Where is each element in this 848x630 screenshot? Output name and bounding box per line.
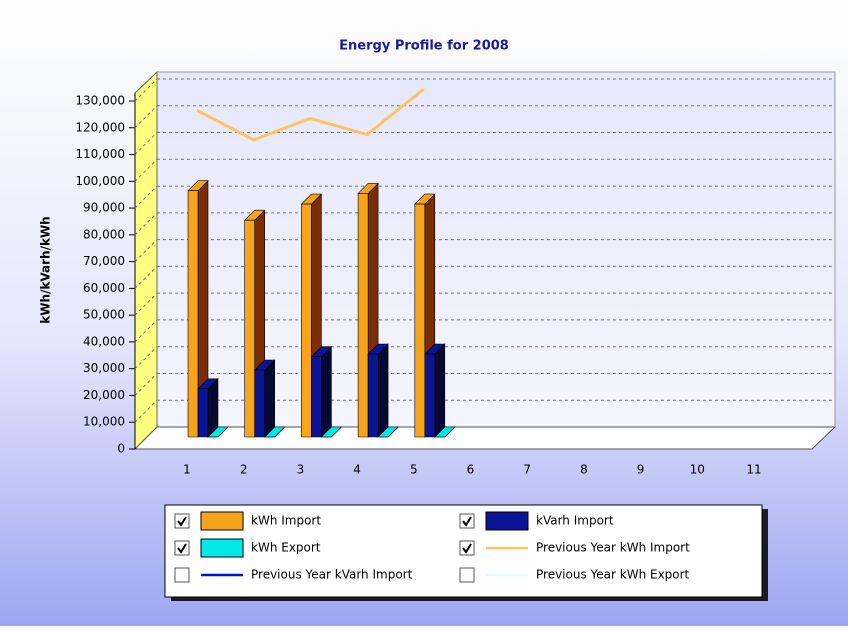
x-tick-label: 3	[297, 463, 305, 477]
bar-face	[414, 203, 426, 438]
legend-checkbox[interactable]	[174, 513, 190, 529]
bar	[253, 359, 276, 438]
bar-face	[367, 353, 379, 438]
legend-check	[462, 516, 472, 527]
legend-check	[177, 543, 187, 554]
y-tick-label: 30,000	[83, 361, 125, 375]
grid-line	[134, 373, 158, 396]
x-tick-label: 11	[746, 463, 761, 477]
legend-checkbox[interactable]	[459, 540, 475, 556]
grid-line	[134, 266, 158, 289]
bar	[320, 426, 343, 438]
legend-checkbox[interactable]	[459, 513, 475, 529]
bar	[424, 343, 446, 438]
grid-line	[134, 132, 158, 155]
legend-label: Previous Year kWh Export	[536, 568, 690, 582]
grid-line	[134, 346, 158, 370]
bar-face	[187, 190, 199, 438]
bar-face	[197, 388, 209, 438]
legend-label: kWh Export	[251, 541, 321, 555]
y-tick-label: 130,000	[75, 94, 125, 108]
y-tick-label: 70,000	[83, 254, 125, 268]
x-tick-label: 10	[690, 463, 705, 477]
y-tick-label: 40,000	[83, 334, 125, 348]
grid-line	[134, 319, 158, 343]
legend-checkbox[interactable]	[174, 567, 190, 583]
line	[196, 87, 425, 142]
x-tick-label: 9	[637, 463, 645, 477]
bar-face	[377, 343, 389, 438]
bar-face	[301, 203, 312, 438]
y-tick-label: 120,000	[75, 120, 125, 134]
y-tick-label: 80,000	[83, 227, 125, 241]
bar-face	[264, 359, 276, 438]
y-axis-label: kWh/kVarh/kWh	[39, 216, 53, 323]
bar	[207, 426, 229, 438]
grid-line	[134, 78, 158, 102]
y-tick-label: 50,000	[83, 308, 125, 322]
bar	[367, 343, 389, 438]
floor	[133, 426, 837, 450]
x-tick-label: 5	[410, 463, 418, 477]
legend-label: kVarh Import	[536, 514, 614, 528]
bar	[187, 179, 209, 438]
y-tick-label: 0	[117, 442, 125, 456]
bar	[310, 345, 333, 438]
legend-checkbox[interactable]	[174, 540, 190, 556]
grid-line	[134, 158, 158, 182]
y-tick-label: 90,000	[83, 201, 125, 215]
bar	[434, 426, 456, 438]
legend-swatch	[485, 511, 529, 531]
bar	[263, 426, 286, 438]
x-tick-label: 2	[240, 463, 248, 477]
grid-line	[134, 292, 158, 316]
chart-title: Energy Profile for 2008	[339, 39, 509, 54]
x-tick-label: 7	[523, 463, 531, 477]
bar-face	[311, 356, 322, 438]
bar	[377, 426, 399, 438]
x-tick-label: 6	[467, 463, 475, 477]
bar	[197, 378, 219, 438]
bar-face	[254, 369, 266, 438]
bar-face	[424, 353, 436, 438]
grid-line	[134, 212, 158, 236]
side-wall	[134, 70, 158, 451]
y-tick-label: 60,000	[83, 281, 125, 295]
x-tick-label: 4	[353, 463, 361, 477]
bar-face	[321, 345, 332, 438]
y-tick-label: 20,000	[83, 388, 125, 402]
legend-swatch	[200, 511, 244, 531]
grid-line	[134, 399, 158, 423]
grid-line	[134, 185, 158, 209]
legend-swatch	[200, 538, 244, 558]
bar-face	[434, 343, 446, 438]
x-tick-label: 8	[580, 463, 588, 477]
legend-check	[462, 543, 472, 554]
grid-line	[134, 239, 158, 262]
x-tick-label: 1	[183, 463, 191, 477]
bar-face	[244, 219, 255, 438]
legend-label: kWh Import	[251, 514, 321, 528]
y-tick-label: 100,000	[75, 174, 125, 188]
y-tick-label: 10,000	[83, 415, 125, 429]
bar-face	[357, 193, 369, 438]
grid-line	[134, 105, 158, 129]
legend-label: Previous Year kWh Import	[536, 541, 690, 555]
y-tick-label: 110,000	[75, 147, 125, 161]
legend-label: Previous Year kVarh Import	[251, 568, 413, 582]
legend-check	[177, 516, 187, 527]
legend-checkbox[interactable]	[459, 567, 475, 583]
